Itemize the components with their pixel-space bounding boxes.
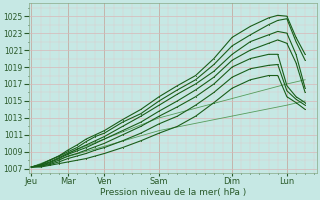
X-axis label: Pression niveau de la mer( hPa ): Pression niveau de la mer( hPa )	[100, 188, 246, 197]
